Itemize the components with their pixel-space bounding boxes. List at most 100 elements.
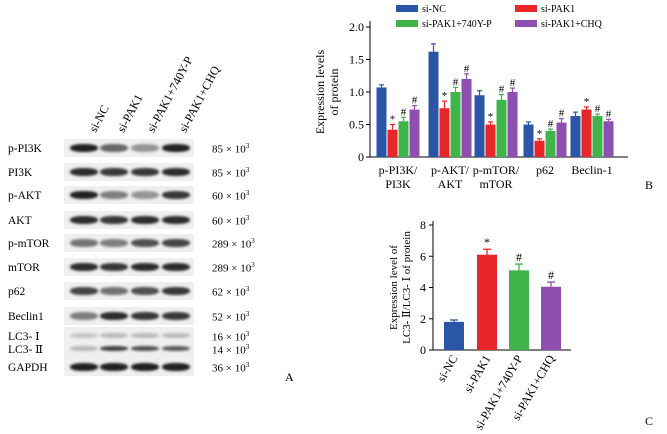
bar xyxy=(523,124,534,157)
blot-strip xyxy=(64,234,194,252)
significance-mark: # xyxy=(464,63,470,75)
bar xyxy=(439,108,450,157)
bar xyxy=(556,122,567,157)
blot-band xyxy=(100,216,128,224)
blot-band xyxy=(100,287,128,295)
bar xyxy=(485,124,496,157)
blot-row-label: p-AKT xyxy=(8,190,42,202)
blot-strip xyxy=(64,139,194,157)
blot-band xyxy=(162,216,190,224)
blot-band xyxy=(162,312,190,320)
bar xyxy=(570,116,581,157)
blot-band xyxy=(162,287,190,295)
blot-band xyxy=(131,263,159,271)
bar xyxy=(376,87,387,157)
blot-strip xyxy=(64,327,194,358)
significance-mark: # xyxy=(595,103,601,115)
blot-strip xyxy=(64,358,194,376)
y-tick-label: 1.5 xyxy=(349,53,364,67)
blot-band xyxy=(100,144,128,152)
panel-letter-a: A xyxy=(285,370,294,384)
blot-band xyxy=(131,312,159,320)
blot-row-label: mTOR xyxy=(8,262,40,274)
molecular-weight-label: 60 × 103 xyxy=(212,189,250,203)
blot-band xyxy=(131,346,159,351)
blot-row-label: p-PI3K xyxy=(8,143,42,155)
bar xyxy=(444,321,464,350)
blot-row-label: LC3- Ⅰ xyxy=(8,331,40,343)
legend-label: si-PAK1 xyxy=(541,4,575,15)
blot-strip xyxy=(64,258,194,276)
protein-expression-chart: 0 0.5 1.0 1.5 2.0 Expression levels of protein… xyxy=(313,4,628,191)
significance-mark: # xyxy=(401,106,407,118)
blot-band xyxy=(70,333,98,338)
blot-band xyxy=(100,263,128,271)
y-tick-label: 1.0 xyxy=(349,85,364,99)
x-tick-label: p-PI3K/ xyxy=(379,163,418,177)
y-tick-label: 2.0 xyxy=(349,20,364,34)
significance-mark: * xyxy=(488,111,494,123)
blot-band xyxy=(100,168,128,176)
blot-strip xyxy=(64,282,194,300)
bar xyxy=(450,92,461,157)
y-tick-label: 2 xyxy=(420,312,426,326)
significance-mark: * xyxy=(390,114,396,126)
significance-mark: # xyxy=(548,118,554,130)
bar xyxy=(509,270,529,350)
molecular-weight-label: 60 × 103 xyxy=(212,214,250,228)
bar xyxy=(474,95,485,157)
blot-row-label: GAPDH xyxy=(8,362,48,374)
y-axis-label: Expression levels xyxy=(313,50,327,135)
blot-row-label: p62 xyxy=(8,286,26,298)
legend-swatch xyxy=(396,20,418,27)
blot-band xyxy=(162,144,190,152)
blot-band xyxy=(162,346,190,351)
x-tick-label: PI3K xyxy=(385,177,411,191)
lane-label: si-NC xyxy=(86,102,112,135)
bar xyxy=(409,109,420,157)
molecular-weight-label: 85 × 103 xyxy=(212,142,250,156)
significance-mark: * xyxy=(442,90,448,102)
bar xyxy=(592,116,603,157)
blot-strip xyxy=(64,211,194,229)
blot-band xyxy=(100,346,128,351)
blot-row-label: AKT xyxy=(8,215,32,227)
bar xyxy=(534,140,545,157)
bar xyxy=(603,121,614,157)
blot-strip xyxy=(64,186,194,204)
blot-band xyxy=(100,239,128,247)
blot-strip xyxy=(64,163,194,181)
blot-band xyxy=(70,144,98,152)
blot-band xyxy=(70,312,98,320)
molecular-weight-label: 14 × 103 xyxy=(212,343,250,357)
bar xyxy=(428,51,439,158)
molecular-weight-label: 62 × 103 xyxy=(212,285,250,299)
blot-band xyxy=(162,168,190,176)
y-tick-label: 4 xyxy=(420,281,426,295)
lc3-ratio-chart: 0 2 4 6 8 Expression level of LC3- Ⅱ/LC3- Ⅰ of… xyxy=(388,218,571,432)
blot-band xyxy=(131,168,159,176)
x-tick-label: si-PAK1 xyxy=(461,353,494,395)
x-tick-label: mTOR xyxy=(479,177,512,191)
blot-band xyxy=(70,239,98,247)
molecular-weight-label: 289 × 103 xyxy=(212,261,255,275)
significance-mark: # xyxy=(499,84,505,96)
significance-mark: # xyxy=(548,268,554,282)
blot-row-label: LC3- Ⅱ xyxy=(8,344,43,356)
x-tick-label: p-mTOR/ xyxy=(473,163,520,177)
blot-row-label: PI3K xyxy=(8,167,33,179)
blot-band xyxy=(100,312,128,320)
legend-label: si-NC xyxy=(422,4,446,15)
legend-swatch xyxy=(396,5,418,12)
blot-band xyxy=(131,216,159,224)
significance-mark: # xyxy=(559,108,565,120)
y-axis-label: of protein xyxy=(327,69,341,116)
blot-band xyxy=(70,168,98,176)
bar xyxy=(496,99,507,157)
blot-band xyxy=(70,346,98,351)
blot-band xyxy=(131,287,159,295)
molecular-weight-label: 36 × 103 xyxy=(212,361,250,375)
panel-letter-b: B xyxy=(645,178,654,192)
y-axis-label: Expression level of xyxy=(388,245,400,330)
blot-band xyxy=(100,363,128,371)
